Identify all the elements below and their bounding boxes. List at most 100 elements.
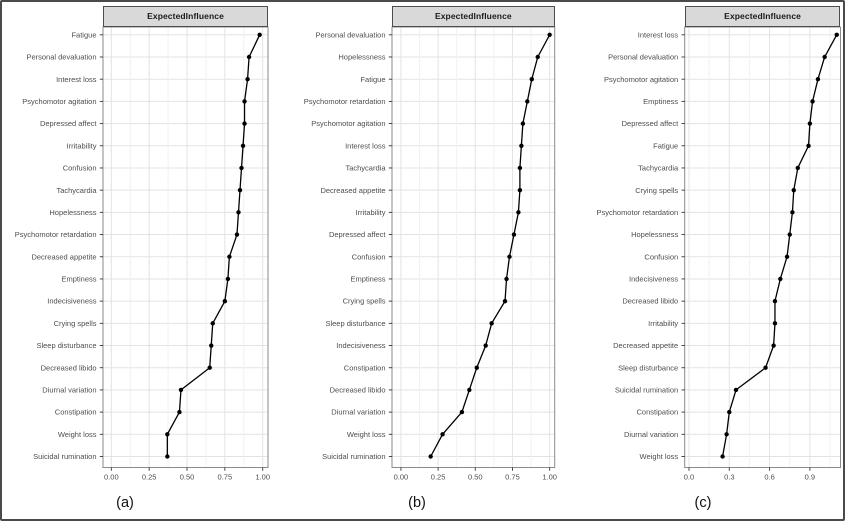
data-point	[547, 32, 552, 37]
data-point	[822, 54, 827, 60]
caption-panel-a: (a)	[116, 495, 134, 511]
data-point	[242, 121, 247, 126]
y-axis-label: Personal devaluation	[315, 30, 385, 39]
data-point	[459, 409, 465, 415]
y-axis-label: Tachycardia	[56, 186, 97, 195]
y-axis-label: Depressed affect	[329, 230, 386, 239]
panel-c: 0.0 0.3 0.6 0.9 Interest loss Personal devalu…	[596, 26, 842, 482]
facet-strip-label: ExpectedInfluence	[147, 11, 224, 22]
y-axis-label: Constipation	[344, 363, 386, 372]
series-line	[166, 34, 261, 457]
data-point	[535, 54, 540, 60]
y-axis-label: Diurnal variation	[331, 408, 385, 417]
caption-panel-b: (b)	[408, 495, 426, 511]
y-axis-label: Confusion	[644, 252, 678, 261]
facet-strip-label: ExpectedInfluence	[434, 11, 512, 22]
y-axis-label: Constipation	[636, 408, 678, 417]
y-axis-label: Suicidal rumination	[33, 452, 96, 461]
panel-background	[103, 27, 268, 468]
data-point	[519, 143, 524, 148]
y-axis-label: Psychomotor agitation	[604, 75, 678, 84]
y-axis-label: Weight loss	[640, 452, 679, 461]
x-tick-label: 0.75	[218, 473, 233, 482]
x-tick-label: 0.50	[180, 473, 195, 482]
x-tick-label: 1.00	[255, 473, 270, 482]
y-axis-label: Irritability	[66, 141, 96, 150]
data-point	[467, 387, 472, 393]
x-tick-label: 0.0	[684, 473, 694, 482]
y-axis-label: Tachycardia	[345, 164, 386, 173]
data-point	[806, 143, 811, 148]
data-point	[763, 365, 768, 370]
y-axis-label: Decreased appetite	[31, 252, 96, 261]
y-axis-label: Crying spells	[54, 319, 97, 328]
facet-strip-b: ExpectedInfluence	[392, 5, 555, 27]
data-point	[428, 454, 433, 459]
series-line	[430, 34, 551, 457]
data-point	[234, 232, 240, 237]
data-point	[257, 32, 262, 37]
panel-border	[684, 26, 842, 468]
x-tick-label: 0.25	[431, 473, 446, 482]
facet-strip-label: ExpectedInfluence	[724, 11, 801, 22]
x-tick-label: 0.6	[764, 473, 774, 482]
y-axis-label: Weight loss	[58, 430, 97, 439]
caption-panel-c: (c)	[694, 495, 712, 511]
y-axis-label: Decreased appetite	[613, 341, 678, 350]
y-axis-label: Sleep disturbance	[325, 319, 385, 328]
y-axis-label: Decreased libido	[41, 363, 97, 372]
x-tick-label: 0.00	[394, 473, 409, 482]
y-axis-label: Decreased libido	[330, 386, 386, 395]
y-axis-label: Tachycardia	[638, 164, 679, 173]
data-point	[222, 298, 228, 304]
data-point	[795, 165, 800, 171]
data-point	[772, 321, 778, 326]
y-axis-label: Interest loss	[345, 141, 386, 150]
data-point	[834, 32, 839, 37]
data-point	[815, 76, 821, 82]
y-axis-label: Hopelessness	[631, 230, 678, 239]
y-axis-label: Hopelessness	[338, 53, 385, 62]
data-point	[236, 210, 241, 215]
panel-border	[102, 26, 269, 468]
y-axis-label: Fatigue	[360, 75, 385, 84]
data-point	[240, 143, 246, 148]
y-axis-label: Sleep disturbance	[36, 341, 96, 350]
data-point	[724, 432, 729, 437]
y-axis-label: Diurnal variation	[42, 386, 96, 395]
data-point	[807, 121, 813, 126]
y-axis-label: Indecisiveness	[47, 297, 96, 306]
y-axis-label: Diurnal variation	[624, 430, 678, 439]
data-point	[516, 210, 521, 215]
y-axis-label: Sleep disturbance	[618, 363, 678, 372]
y-axis-label: Decreased appetite	[320, 186, 385, 195]
y-axis-label: Weight loss	[347, 430, 386, 439]
y-axis-label: Interest loss	[638, 30, 679, 39]
y-axis-label: Psychomotor retardation	[15, 230, 97, 239]
data-point	[791, 187, 796, 193]
y-axis-label: Indecisiveness	[336, 341, 385, 350]
y-axis-label: Irritability	[648, 319, 678, 328]
data-point	[507, 254, 512, 259]
data-point	[504, 276, 509, 282]
panel-border	[391, 26, 556, 468]
data-point	[474, 365, 479, 370]
x-tick-label: 0.00	[104, 473, 119, 482]
y-axis-label: Psychomotor retardation	[596, 208, 678, 217]
data-point	[489, 321, 494, 326]
data-point	[225, 276, 231, 282]
y-axis-label: Crying spells	[635, 186, 678, 195]
data-point	[733, 387, 739, 393]
panel-background	[684, 27, 841, 468]
y-axis-label: Confusion	[63, 164, 97, 173]
data-point	[165, 454, 170, 459]
y-axis-label: Fatigue	[653, 141, 678, 150]
y-axis-label: Indecisiveness	[629, 275, 678, 284]
data-point	[178, 387, 184, 393]
data-point	[242, 99, 247, 104]
y-axis-label: Psychomotor agitation	[22, 97, 96, 106]
data-point	[239, 165, 244, 171]
y-axis-label: Emptiness	[61, 275, 96, 284]
